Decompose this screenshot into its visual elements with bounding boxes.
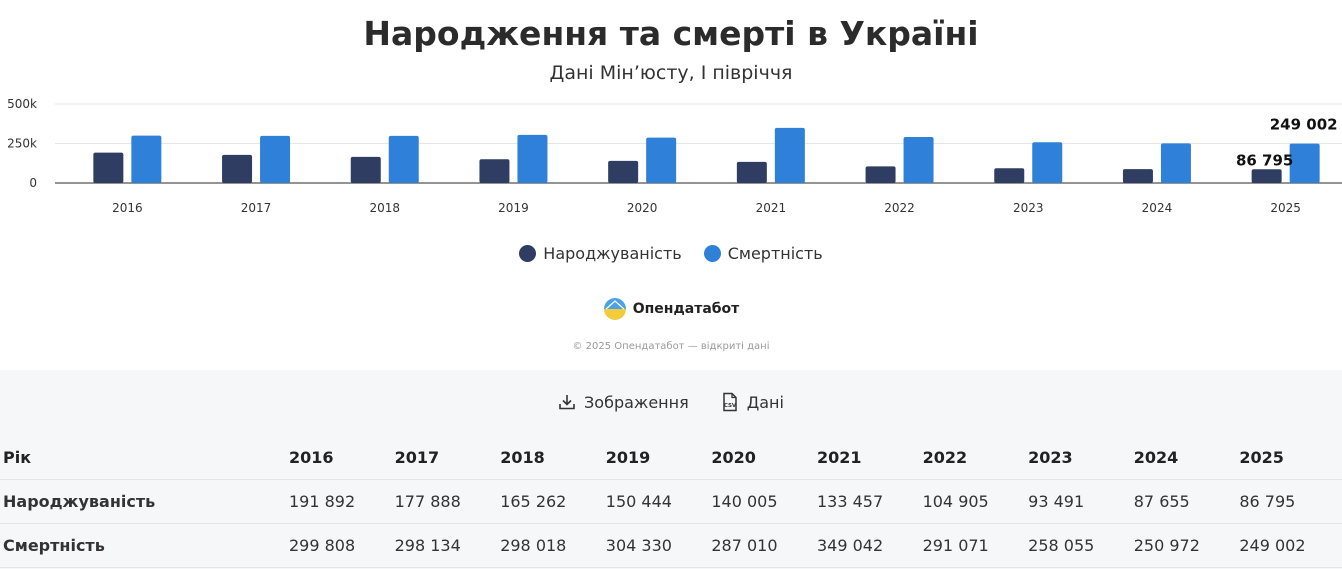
bar-deaths [903,137,934,183]
download-image-button[interactable]: Зображення [558,392,689,412]
bar-births [994,168,1025,183]
bar-births [350,156,381,183]
x-tick-label: 2023 [1013,201,1044,215]
table-cell: 191 892 [286,479,392,524]
bar-deaths [131,135,162,183]
download-actions: Зображення CSV Дані [0,392,1342,412]
bar-deaths [517,134,548,183]
table-cell: 298 134 [391,523,498,568]
y-tick-label: 250k [7,137,37,151]
x-tick-label: 2018 [369,201,400,215]
bar-deaths [1032,142,1063,183]
brand-name: Опендатабот [632,301,740,317]
y-tick-label: 0 [29,176,37,190]
legend-label-deaths: Смертність [727,244,823,263]
x-tick-label: 2021 [756,201,787,215]
bar-births [93,152,124,183]
y-tick-label: 500k [7,97,37,111]
x-tick-label: 2016 [112,201,143,215]
chart-legend: Народжуваність Смертність [0,244,1342,263]
table-cell: 140 005 [708,479,814,524]
table-cell: 87 655 [1130,479,1237,524]
table-header-year: 2022 [919,436,1026,480]
table-header-year: 2021 [813,436,920,480]
table-cell: 304 330 [602,523,709,568]
bar-births [608,160,639,183]
legend-label-births: Народжуваність [543,244,682,263]
table-cell: 86 795 [1236,479,1342,524]
table-cell: 177 888 [391,479,498,524]
bar-deaths [388,135,419,183]
x-tick-label: 2017 [241,201,272,215]
table-header-year: 2025 [1236,436,1342,480]
x-tick-label: 2024 [1142,201,1173,215]
legend-swatch-deaths [703,245,721,262]
x-tick-label: 2020 [627,201,658,215]
table-header-year: 2019 [602,436,709,480]
table-cell: 104 905 [919,479,1026,524]
bar-chart: 0 250k 500k 2016 2017 2018 2019 2020 2021 2022 202… [7,97,1342,215]
copyright-text: © 2025 Опендатабот — відкриті дані [572,341,770,352]
table-cell: 349 042 [813,523,920,568]
bar-deaths [260,135,291,183]
table-row-births: Народжуваність 191 892 177 888 165 262 1… [0,479,1342,524]
bar-births [1251,169,1282,183]
data-panel: Зображення CSV Дані Рік 2016 2017 2018 2… [0,370,1342,569]
data-table: Рік 2016 2017 2018 2019 2020 2021 2022 2… [0,436,1342,568]
table-header-row: Рік 2016 2017 2018 2019 2020 2021 2022 2… [0,436,1342,480]
bar-births [865,166,896,183]
download-data-button[interactable]: CSV Дані [721,392,784,412]
chart-area: 0 250k 500k 2016 2017 2018 2019 2020 2021 2022 202… [0,14,1342,352]
bar-births [1122,169,1153,183]
table-header-year: 2016 [286,436,392,480]
legend-swatch-births [519,245,537,262]
bar-deaths [1160,143,1191,183]
download-data-label: Дані [746,392,784,412]
table-cell: 93 491 [1025,479,1131,524]
table-row-label: Смертність [0,523,286,568]
opendatabot-logo-icon [603,298,626,320]
table-header-year: 2018 [497,436,603,480]
table-cell: 287 010 [708,523,814,568]
data-label: 249 002 [1270,116,1338,134]
table-cell: 133 457 [813,479,920,524]
table-cell: 258 055 [1025,523,1131,568]
legend-item-births[interactable]: Народжуваність [519,244,682,263]
bar-births [222,154,253,183]
download-icon [559,395,575,410]
table-header-year: 2017 [391,436,498,480]
svg-text:CSV: CSV [724,403,737,409]
table-header-year: 2024 [1130,436,1237,480]
brand: Опендатабот [0,297,1342,321]
table-row-deaths: Смертність 299 808 298 134 298 018 304 3… [0,523,1342,568]
table-row-label: Народжуваність [0,479,286,524]
table-cell: 298 018 [497,523,603,568]
table-header-year: 2020 [708,436,814,480]
bar-deaths [1289,143,1320,183]
bar-births [736,161,767,183]
csv-file-icon: CSV [722,392,737,412]
bar-births [479,159,510,183]
data-label: 86 795 [1236,151,1293,169]
bar-deaths [774,127,805,183]
x-tick-label: 2025 [1270,201,1301,215]
table-cell: 299 808 [286,523,392,568]
x-tick-label: 2022 [884,201,915,215]
bar-deaths [646,137,677,183]
x-tick-label: 2019 [498,201,529,215]
table-cell: 250 972 [1130,523,1237,568]
table-header-year: 2023 [1025,436,1131,480]
table-cell: 291 071 [919,523,1026,568]
chart-title: Народження та смерті в Україні [363,14,979,53]
legend-item-deaths[interactable]: Смертність [703,244,823,263]
table-cell: 150 444 [602,479,709,524]
chart-subtitle: Дані Мін’юсту, І півріччя [549,62,793,84]
table-cell: 249 002 [1236,523,1342,568]
download-image-label: Зображення [584,392,689,412]
table-header-year-label: Рік [0,436,286,480]
table-cell: 165 262 [497,479,603,524]
